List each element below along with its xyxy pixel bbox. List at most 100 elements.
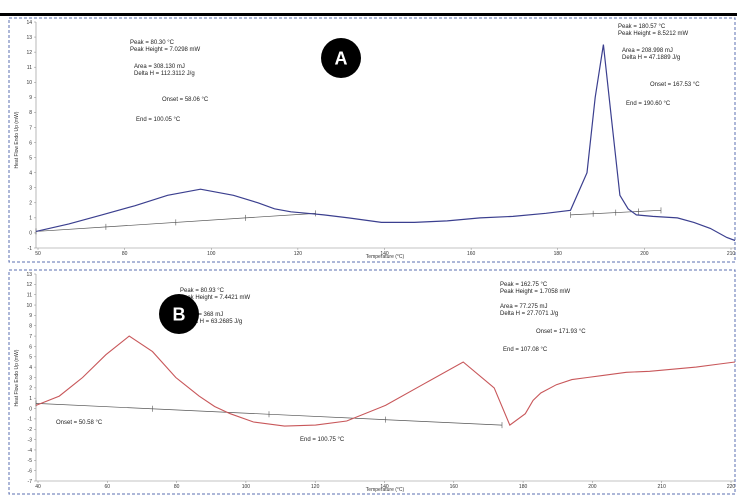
b-ann2-peak-height: Peak Height = 1.7058 mW xyxy=(500,289,571,295)
a-ann1-onset: Onset = 58.06 °C xyxy=(162,97,209,103)
panel-b-badge: B xyxy=(159,294,199,334)
x-tick-label: 220 xyxy=(727,484,736,490)
x-tick-label: 200 xyxy=(588,484,597,490)
x-tick-label: 180 xyxy=(554,251,563,257)
y-tick-label: 7 xyxy=(29,125,32,131)
x-tick-label: 120 xyxy=(294,251,303,257)
a-ann2-area: Area = 208.998 mJ xyxy=(622,48,673,54)
y-tick-label: 9 xyxy=(29,313,32,319)
y-tick-label: 10 xyxy=(26,303,32,309)
panel-a-badge-label: A xyxy=(335,49,348,69)
x-tick-label: 80 xyxy=(122,251,128,257)
panel-b-annotation-2: Peak = 162.75 °C Peak Height = 1.7058 mW… xyxy=(500,282,586,353)
y-tick-label: 1 xyxy=(29,216,32,222)
y-tick-label: 13 xyxy=(26,35,32,41)
b-ann1-delta-h: Delta H = 63.2685 J/g xyxy=(184,319,242,325)
panel-a-curve xyxy=(35,44,736,242)
a-ann1-delta-h: Delta H = 112.3112 J/g xyxy=(134,71,195,77)
x-tick-label: 210 xyxy=(727,251,736,257)
panel-a-badge: A xyxy=(321,38,361,78)
x-tick-label: 100 xyxy=(207,251,216,257)
y-tick-label: 10 xyxy=(26,80,32,86)
panel-a-x-ticks: 50 80 100 120 140 160 180 200 210 xyxy=(35,248,735,257)
panel-b-y-label: Heat Flow Endo Up (mW) xyxy=(14,349,20,406)
y-tick-label: 13 xyxy=(26,272,32,278)
b-ann2-area: Area = 77.275 mJ xyxy=(500,304,548,310)
panel-a-baselines xyxy=(35,207,662,235)
b-ann2-peak: Peak = 162.75 °C xyxy=(500,282,548,288)
panel-b-frame xyxy=(8,269,736,495)
panel-a-annotation-2: Peak = 180.57 °C Peak Height = 8.5212 mW… xyxy=(618,24,700,107)
x-tick-label: 120 xyxy=(311,484,320,490)
x-tick-label: 200 xyxy=(640,251,649,257)
b-ann2-end: End = 107.08 °C xyxy=(503,347,548,353)
y-tick-label: 12 xyxy=(26,282,32,288)
panel-b-curve xyxy=(35,335,736,427)
a-ann1-area: Area = 308.130 mJ xyxy=(134,64,185,70)
panel-a-x-label: Temperature (°C) xyxy=(366,254,405,260)
y-tick-label: -4 xyxy=(28,448,33,454)
x-tick-label: 180 xyxy=(519,484,528,490)
x-tick-label: 140 xyxy=(380,484,389,490)
x-tick-label: 50 xyxy=(35,251,41,257)
y-tick-label: 2 xyxy=(29,201,32,207)
y-tick-label: 9 xyxy=(29,95,32,101)
panel-b-annotation-1: Peak = 80.93 °C Peak Height = 7.4421 mW … xyxy=(56,288,345,443)
y-tick-label: 5 xyxy=(29,355,32,361)
panel-b-baselines xyxy=(35,400,503,429)
a-ann1-peak-height: Peak Height = 7.0298 mW xyxy=(130,47,201,53)
y-tick-label: -7 xyxy=(28,479,33,485)
x-tick-label: 210 xyxy=(658,484,667,490)
y-tick-label: 6 xyxy=(29,140,32,146)
a-ann2-peak-height: Peak Height = 8.5212 mW xyxy=(618,31,689,37)
a-ann2-onset: Onset = 167.53 °C xyxy=(650,82,700,88)
y-tick-label: 2 xyxy=(29,386,32,392)
page-header-strip xyxy=(0,0,737,16)
b-ann2-delta-h: Delta H = 27.7071 J/g xyxy=(500,311,558,317)
y-tick-label: 11 xyxy=(27,293,32,299)
b-ann1-peak-height: Peak Height = 7.4421 mW xyxy=(180,295,251,301)
panel-a-badge-circle xyxy=(321,38,361,78)
y-tick-label: -5 xyxy=(28,458,33,464)
y-tick-label: 11 xyxy=(27,65,32,71)
y-tick-label: 3 xyxy=(29,186,32,192)
y-tick-label: -1 xyxy=(28,246,33,252)
x-tick-label: 80 xyxy=(174,484,180,490)
x-tick-label: 40 xyxy=(35,484,41,490)
b-ann1-end: End = 100.75 °C xyxy=(300,437,345,443)
a-ann2-delta-h: Delta H = 47.1889 J/g xyxy=(622,55,680,61)
y-tick-label: 8 xyxy=(29,324,32,330)
panel-b-badge-circle xyxy=(159,294,199,334)
y-tick-label: 4 xyxy=(29,170,32,176)
y-tick-label: 7 xyxy=(29,334,32,340)
a-ann2-peak: Peak = 180.57 °C xyxy=(618,24,666,30)
y-tick-label: -6 xyxy=(28,468,33,474)
b-ann2-onset: Onset = 171.93 °C xyxy=(536,329,586,335)
a-ann1-end: End = 100.05 °C xyxy=(136,117,181,123)
x-tick-label: 160 xyxy=(450,484,459,490)
panel-b-x-label: Temperature (°C) xyxy=(366,487,405,493)
y-tick-label: 8 xyxy=(29,110,32,116)
x-tick-label: 160 xyxy=(467,251,476,257)
b-ann1-peak: Peak = 80.93 °C xyxy=(180,288,225,294)
a-ann2-end: End = 190.60 °C xyxy=(626,101,671,107)
y-tick-label: 4 xyxy=(29,365,32,371)
x-tick-label: 100 xyxy=(242,484,251,490)
panel-b-x-ticks: 40 60 80 100 120 140 160 180 200 210 220 xyxy=(35,481,735,490)
y-tick-label: -1 xyxy=(28,417,33,423)
panel-a-annotation-1: Peak = 80.30 °C Peak Height = 7.0298 mW … xyxy=(130,40,209,123)
y-tick-label: -3 xyxy=(28,437,33,443)
y-tick-label: 3 xyxy=(29,375,32,381)
b-ann1-area: Area = 368 mJ xyxy=(184,312,223,318)
y-tick-label: 14 xyxy=(26,20,32,26)
y-tick-label: 1 xyxy=(29,396,32,402)
x-tick-label: 140 xyxy=(380,251,389,257)
b-ann1-onset: Onset = 50.58 °C xyxy=(56,420,103,426)
header-rule xyxy=(0,13,737,16)
x-tick-label: 60 xyxy=(105,484,111,490)
